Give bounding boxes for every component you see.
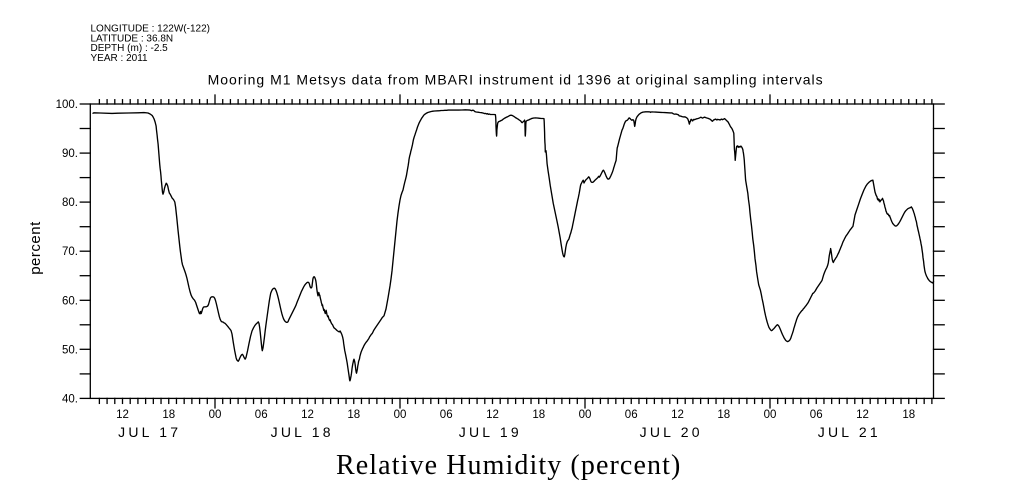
svg-text:YEAR : 2011: YEAR : 2011	[91, 53, 149, 64]
svg-text:00: 00	[579, 409, 592, 421]
svg-text:12: 12	[486, 409, 499, 421]
svg-text:JUL 17: JUL 17	[118, 424, 181, 440]
svg-text:80.: 80.	[62, 197, 78, 209]
svg-text:18: 18	[717, 409, 730, 421]
svg-text:06: 06	[255, 409, 268, 421]
svg-text:12: 12	[856, 409, 869, 421]
svg-text:18: 18	[532, 409, 545, 421]
svg-text:DEPTH (m) : -2.5: DEPTH (m) : -2.5	[91, 43, 169, 54]
svg-text:90.: 90.	[62, 148, 78, 160]
svg-text:18: 18	[347, 409, 360, 421]
svg-text:12: 12	[671, 409, 684, 421]
svg-text:60.: 60.	[62, 295, 78, 307]
svg-text:100.: 100.	[56, 99, 78, 111]
svg-text:06: 06	[625, 409, 638, 421]
svg-text:JUL 20: JUL 20	[640, 424, 703, 440]
svg-text:70.: 70.	[62, 246, 78, 258]
svg-text:06: 06	[440, 409, 453, 421]
svg-text:06: 06	[810, 409, 823, 421]
svg-text:00: 00	[764, 409, 777, 421]
svg-text:JUL 21: JUL 21	[818, 424, 881, 440]
svg-text:00: 00	[394, 409, 407, 421]
svg-text:18: 18	[162, 409, 175, 421]
svg-text:Relative Humidity (percent): Relative Humidity (percent)	[336, 450, 681, 481]
svg-text:LONGITUDE : 122W(-122): LONGITUDE : 122W(-122)	[91, 24, 210, 35]
svg-text:Mooring M1 Metsys data from MB: Mooring M1 Metsys data from MBARI instru…	[208, 72, 824, 88]
svg-text:LATITUDE : 36.8N: LATITUDE : 36.8N	[91, 33, 174, 44]
svg-text:00: 00	[209, 409, 222, 421]
svg-text:JUL 18: JUL 18	[271, 424, 334, 440]
svg-text:40.: 40.	[62, 393, 78, 405]
svg-text:JUL 19: JUL 19	[459, 424, 522, 440]
svg-text:18: 18	[902, 409, 915, 421]
svg-text:12: 12	[301, 409, 314, 421]
svg-text:percent: percent	[27, 221, 44, 275]
svg-text:50.: 50.	[62, 344, 78, 356]
svg-text:12: 12	[116, 409, 129, 421]
